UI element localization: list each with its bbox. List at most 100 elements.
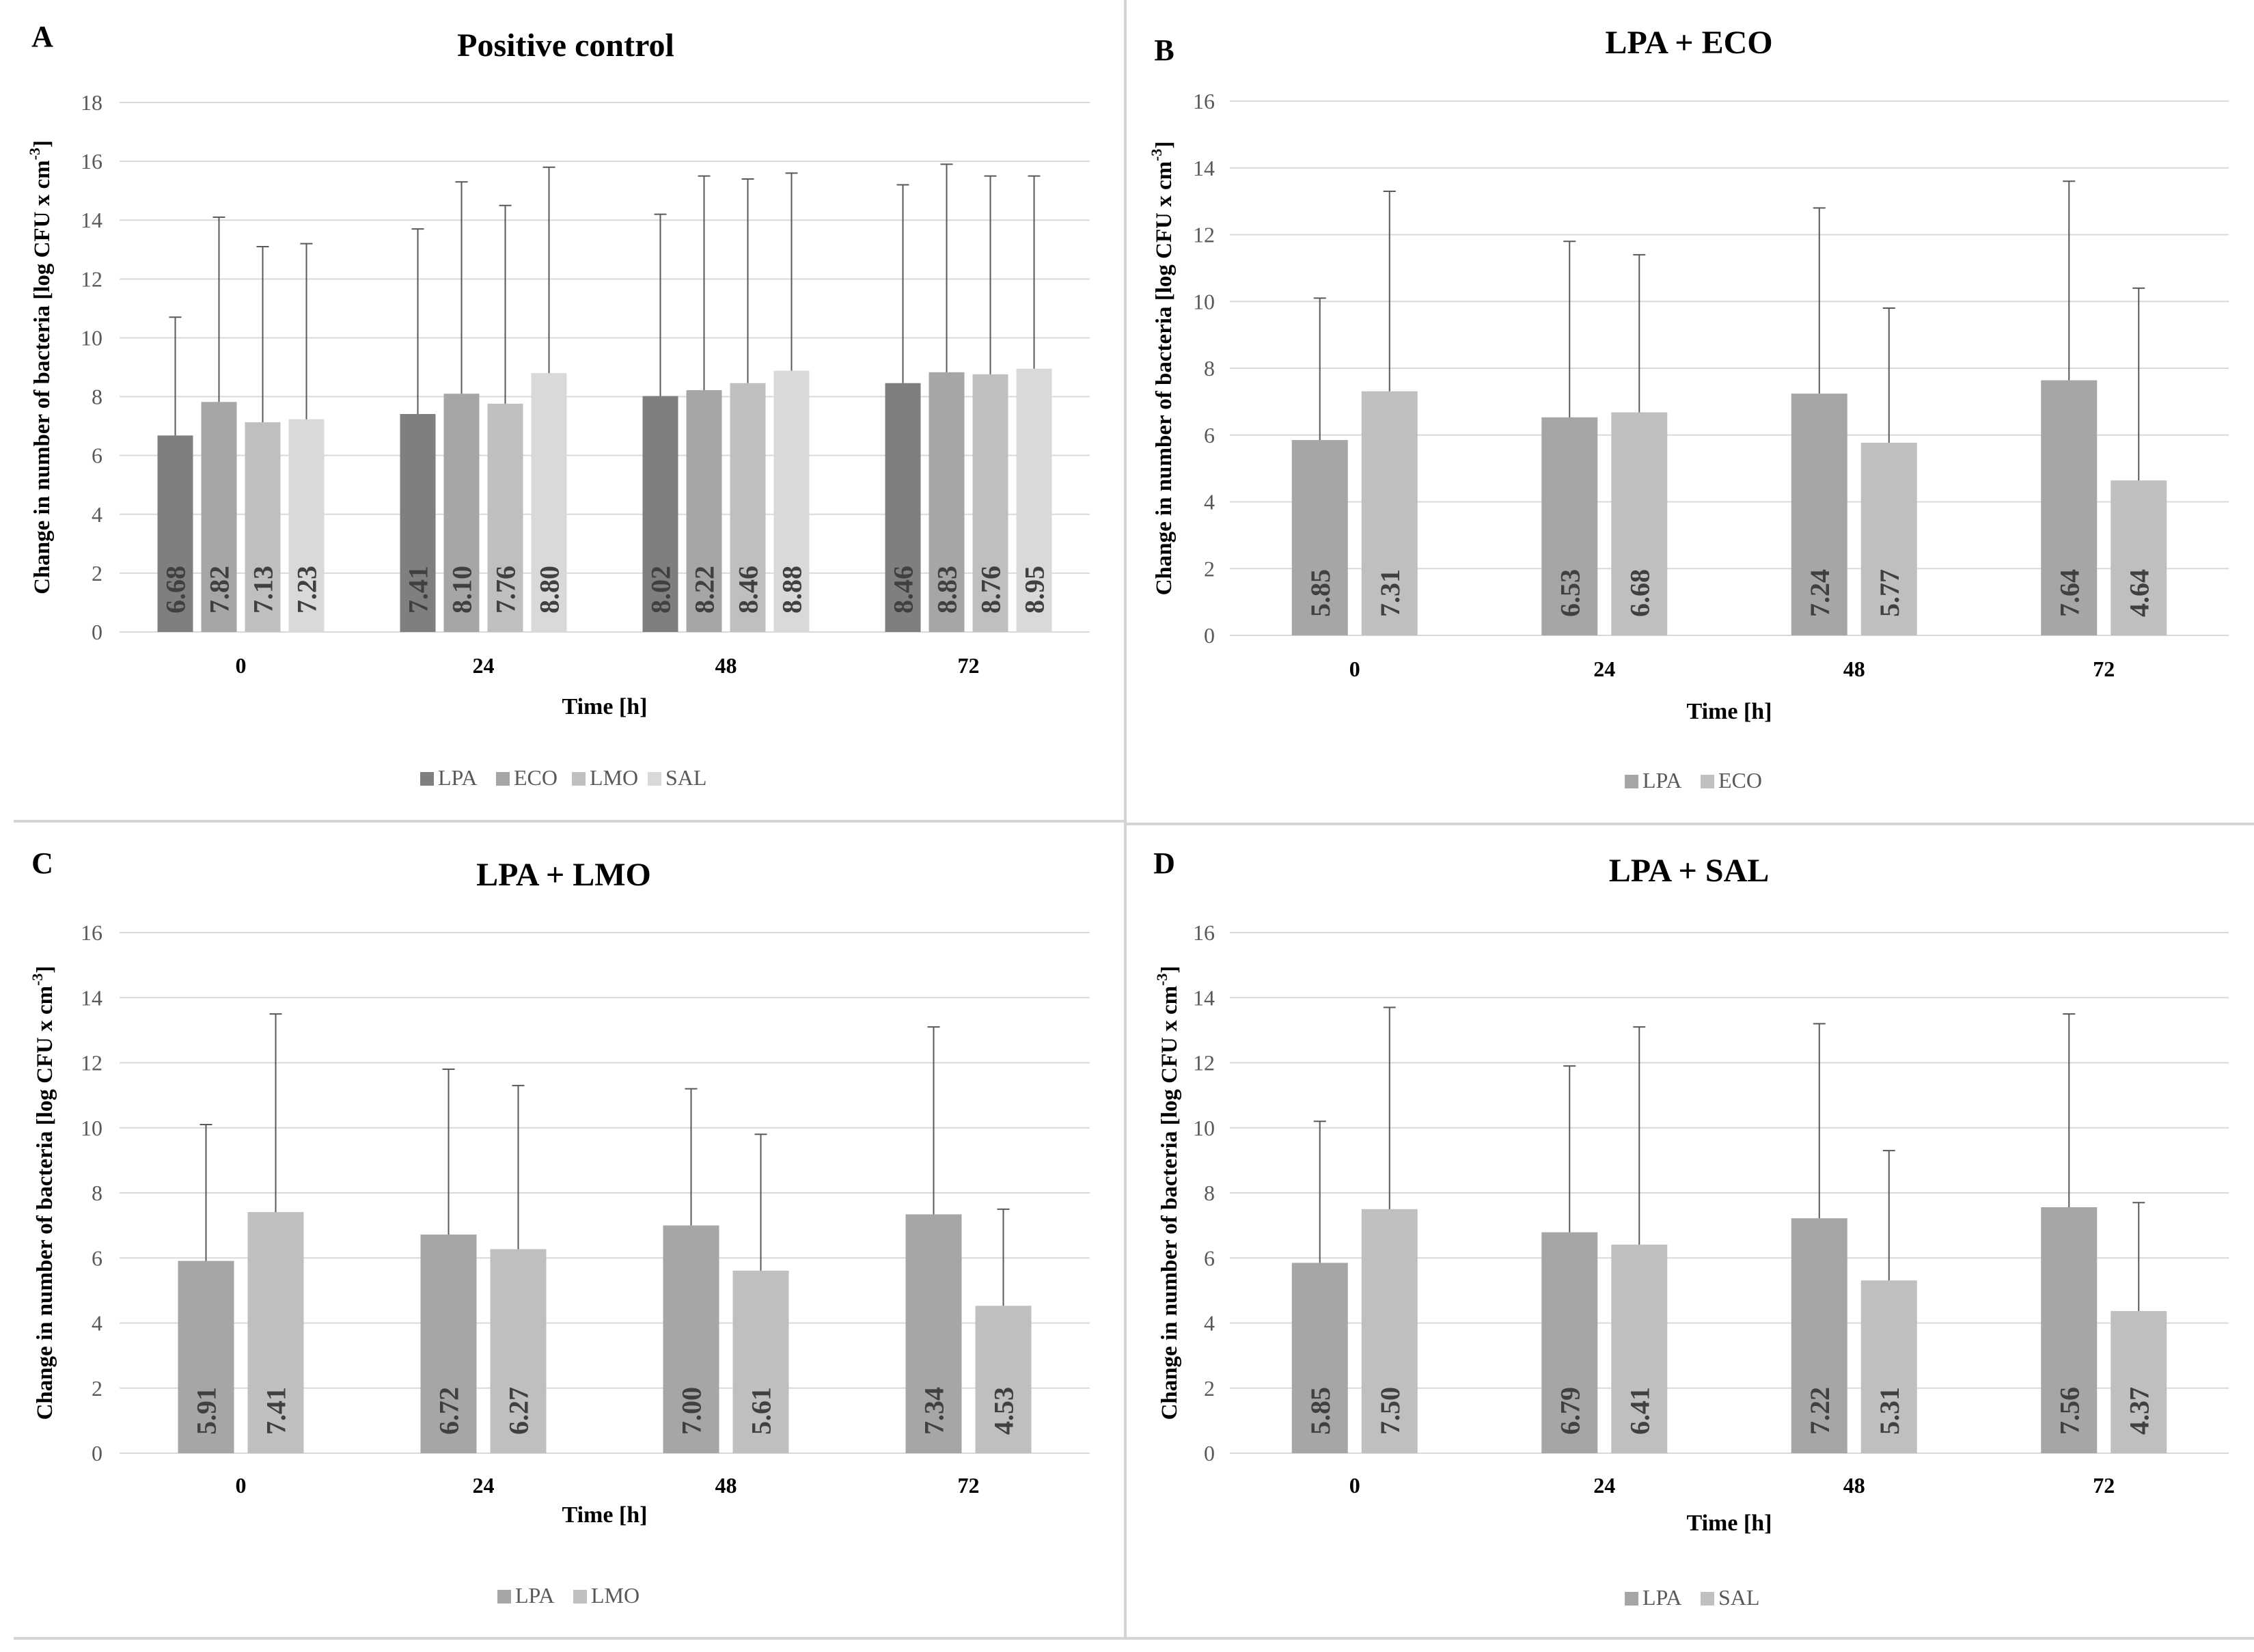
legend-swatch — [1625, 775, 1638, 788]
bar-sal-72 — [2111, 1310, 2167, 1453]
y-tick-label: 12 — [81, 266, 102, 291]
x-tick-label: 24 — [1593, 657, 1615, 681]
panel-letter: B — [1154, 33, 1174, 67]
y-tick-label: 4 — [1204, 1311, 1215, 1336]
chart-title: Positive control — [457, 27, 674, 64]
data-label: 7.00 — [676, 1387, 707, 1435]
y-tick-label: 12 — [1193, 1051, 1215, 1075]
legend-label: LMO — [590, 765, 638, 790]
chart-title: LPA + SAL — [1609, 853, 1770, 889]
data-label: 7.31 — [1375, 569, 1405, 617]
bar-sal-24 — [1611, 1244, 1668, 1453]
x-axis-label: Time [h] — [562, 694, 648, 719]
data-label: 5.91 — [191, 1387, 222, 1435]
y-tick-label: 0 — [92, 620, 102, 644]
bar-lmo-72 — [975, 1306, 1032, 1453]
x-tick-label: 48 — [1843, 1473, 1865, 1498]
data-label: 7.56 — [2054, 1387, 2085, 1435]
y-tick-label: 0 — [1204, 1441, 1215, 1465]
data-label: 6.79 — [1554, 1387, 1585, 1435]
bar-eco-72 — [929, 372, 965, 632]
y-tick-label: 16 — [81, 920, 102, 945]
legend-swatch — [648, 772, 661, 786]
bar-sal-48 — [773, 370, 810, 632]
bar-lmo-0 — [245, 422, 281, 632]
y-tick-label: 2 — [92, 1376, 102, 1401]
x-tick-label: 48 — [715, 653, 737, 678]
data-label: 6.72 — [434, 1387, 465, 1435]
bar-sal-24 — [531, 373, 567, 632]
data-label: 5.31 — [1874, 1387, 1905, 1435]
y-tick-label: 0 — [1204, 623, 1215, 648]
y-tick-label: 10 — [1193, 289, 1215, 314]
data-label: 5.61 — [746, 1387, 777, 1435]
data-label: 6.53 — [1554, 569, 1585, 617]
bar-lpa-72 — [2041, 380, 2098, 635]
panel-letter: C — [31, 846, 53, 880]
panel-letter: D — [1153, 846, 1175, 880]
data-label: 8.83 — [932, 566, 963, 614]
data-label: 7.41 — [261, 1387, 292, 1435]
chart-title: LPA + LMO — [476, 857, 651, 893]
y-tick-label: 6 — [92, 1245, 102, 1270]
x-tick-label: 0 — [236, 1473, 247, 1498]
bottom-divider-right — [1127, 1637, 2254, 1640]
y-tick-label: 4 — [92, 1311, 102, 1336]
legend-swatch — [572, 772, 586, 786]
y-tick-label: 14 — [1193, 156, 1215, 180]
y-tick-label: 2 — [92, 561, 102, 586]
x-tick-label: 72 — [2093, 1473, 2115, 1498]
legend-swatch — [420, 772, 434, 786]
x-tick-label: 72 — [958, 653, 980, 678]
data-label: 5.77 — [1874, 569, 1905, 617]
bar-lmo-24 — [487, 403, 523, 632]
y-tick-label: 16 — [1193, 89, 1215, 113]
y-tick-label: 14 — [81, 208, 102, 232]
y-tick-label: 6 — [1204, 1245, 1215, 1270]
bar-eco-0 — [1361, 391, 1418, 635]
bar-lmo-72 — [972, 374, 1008, 632]
legend: LPA SAL — [1625, 1585, 1759, 1610]
y-axis-label: Change in number of bacteria [log CFU x … — [29, 966, 57, 1420]
y-tick-label: 4 — [92, 502, 102, 527]
legend-swatch — [573, 1590, 587, 1603]
x-tick-label: 0 — [1349, 1473, 1360, 1498]
data-label: 7.23 — [292, 566, 322, 614]
y-tick-label: 8 — [92, 1181, 102, 1205]
data-label: 8.88 — [777, 566, 808, 614]
y-tick-label: 10 — [81, 1116, 102, 1140]
x-tick-label: 0 — [236, 653, 247, 678]
bar-lpa-48 — [642, 396, 678, 632]
bar-lpa-0 — [157, 435, 193, 632]
data-label: 7.82 — [204, 566, 235, 614]
bar-eco-24 — [1611, 412, 1668, 635]
data-label: 8.95 — [1019, 566, 1050, 614]
bar-lpa-48 — [663, 1225, 719, 1453]
legend-swatch — [1625, 1592, 1638, 1606]
bar-lpa-72 — [2041, 1207, 2098, 1453]
bar-eco-72 — [2111, 480, 2167, 635]
data-label: 5.85 — [1305, 569, 1336, 617]
y-tick-label: 8 — [92, 385, 102, 409]
y-tick-label: 16 — [81, 149, 102, 174]
data-label: 8.22 — [689, 566, 720, 614]
data-label: 7.24 — [1804, 569, 1835, 617]
x-tick-label: 48 — [1843, 657, 1865, 681]
legend-label: LPA — [515, 1583, 555, 1608]
legend-label: LMO — [591, 1583, 640, 1608]
legend-swatch — [496, 772, 510, 786]
y-tick-label: 10 — [81, 325, 102, 350]
legend-swatch — [497, 1590, 511, 1603]
legend-label: LPA — [1643, 768, 1682, 793]
legend-label: SAL — [1718, 1585, 1759, 1610]
bar-lmo-48 — [730, 383, 766, 632]
y-tick-label: 12 — [1193, 223, 1215, 247]
vertical-divider — [1124, 0, 1127, 1640]
bar-sal-48 — [1860, 1280, 1917, 1453]
bar-sal-0 — [1361, 1209, 1418, 1453]
y-tick-label: 10 — [1193, 1116, 1215, 1140]
bar-lmo-0 — [247, 1212, 304, 1453]
